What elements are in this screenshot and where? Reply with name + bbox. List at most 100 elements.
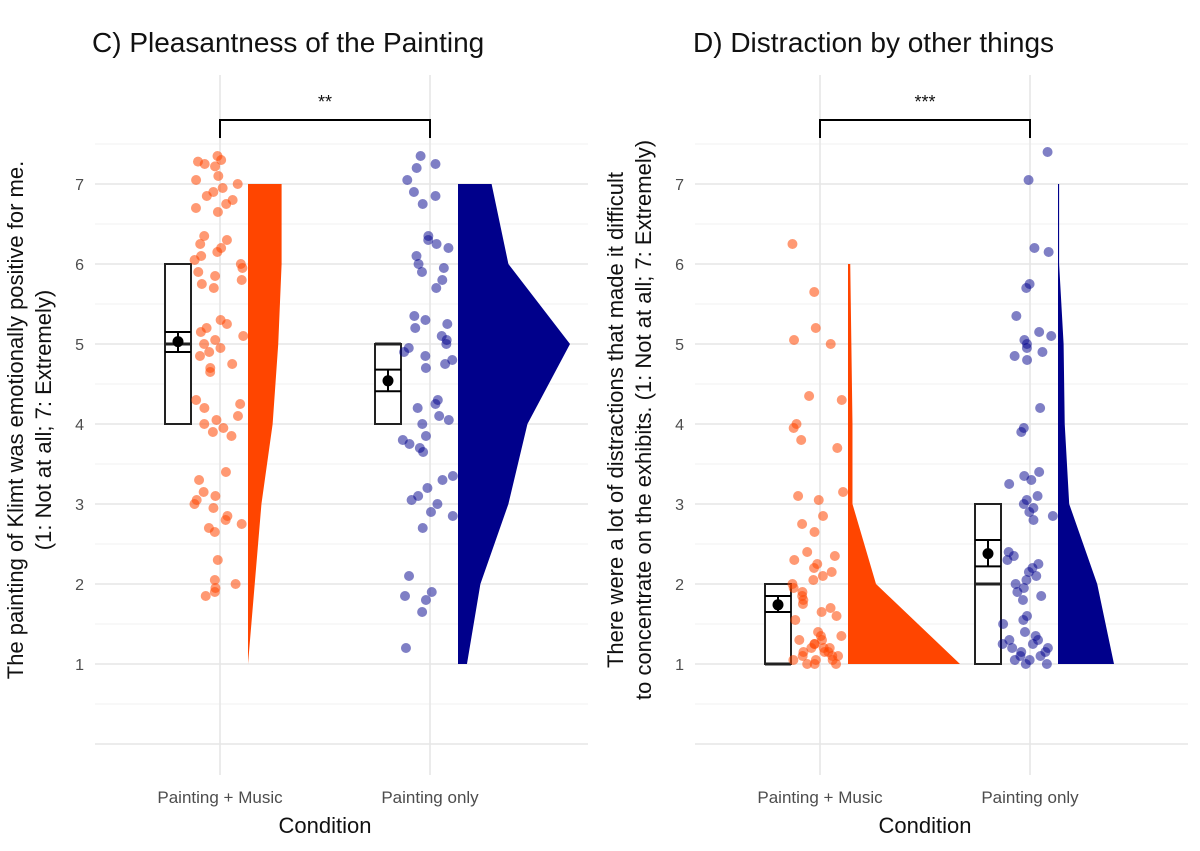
y-axis-title: The painting of Klimt was emotionally po… <box>3 161 56 679</box>
y-tick-label: 1 <box>75 657 84 674</box>
data-point <box>787 239 798 249</box>
data-point <box>207 427 218 437</box>
data-point <box>1037 347 1048 357</box>
data-point <box>227 359 238 369</box>
data-point <box>199 231 210 241</box>
data-point <box>1027 639 1038 649</box>
data-point <box>1021 283 1032 293</box>
data-point <box>443 415 454 425</box>
data-point <box>438 263 449 273</box>
data-point <box>221 235 232 245</box>
data-point <box>797 599 808 609</box>
data-point <box>190 203 201 213</box>
data-point <box>220 515 231 525</box>
significance-bracket <box>219 119 431 138</box>
y-tick-label: 1 <box>675 657 684 674</box>
data-point <box>997 639 1008 649</box>
density-half-violin <box>248 184 282 664</box>
mean-point <box>772 599 784 611</box>
data-point <box>209 575 220 585</box>
data-point <box>809 563 820 573</box>
data-point <box>208 503 219 513</box>
data-point <box>788 583 799 593</box>
data-point <box>410 323 421 333</box>
data-point <box>208 283 219 293</box>
data-point <box>417 419 428 429</box>
data-point <box>210 271 221 281</box>
data-point <box>212 247 223 257</box>
data-point <box>434 411 445 421</box>
data-point <box>189 499 200 509</box>
data-point <box>796 435 807 445</box>
mean-point <box>172 336 184 348</box>
data-point <box>221 199 232 209</box>
data-point <box>411 251 422 261</box>
data-point <box>213 171 224 181</box>
data-point <box>826 567 837 577</box>
data-point <box>818 511 829 521</box>
data-point <box>1004 479 1015 489</box>
data-point <box>411 163 422 173</box>
data-point <box>236 275 247 285</box>
y-tick-label: 3 <box>75 497 84 514</box>
x-axis-title: Condition <box>879 813 972 838</box>
data-point <box>431 239 442 249</box>
data-point <box>1041 659 1052 669</box>
data-point <box>1029 243 1040 253</box>
data-point <box>1031 571 1042 581</box>
data-point <box>237 263 248 273</box>
data-point <box>809 287 820 297</box>
data-point <box>220 467 231 477</box>
data-point <box>417 199 428 209</box>
data-point <box>431 283 442 293</box>
data-point <box>788 423 799 433</box>
y-tick-label: 2 <box>675 577 684 594</box>
data-point <box>204 347 215 357</box>
data-point <box>205 367 216 377</box>
data-point <box>430 191 441 201</box>
data-point <box>193 267 204 277</box>
data-point <box>809 659 820 669</box>
data-point <box>415 151 426 161</box>
data-point <box>422 483 433 493</box>
data-point <box>437 275 448 285</box>
data-point <box>797 651 808 661</box>
data-point <box>194 475 205 485</box>
data-point <box>210 161 221 172</box>
data-point <box>1007 643 1018 653</box>
data-point <box>406 495 417 505</box>
x-tick-label: Painting + Music <box>157 788 283 807</box>
data-point <box>409 311 420 321</box>
data-point <box>836 395 847 405</box>
data-point <box>209 587 220 597</box>
panel-title: D) Distraction by other things <box>693 27 1054 58</box>
data-point <box>400 591 411 601</box>
data-point <box>806 643 817 653</box>
y-tick-label: 5 <box>675 337 684 354</box>
data-point <box>236 519 247 529</box>
mean-point <box>382 375 394 387</box>
significance-label: *** <box>914 92 935 112</box>
density-half-violin <box>848 264 960 664</box>
data-point <box>1016 647 1027 657</box>
data-point <box>420 595 431 605</box>
data-point <box>1026 475 1037 485</box>
data-point <box>235 399 246 409</box>
data-point <box>1034 327 1045 337</box>
data-point <box>831 611 842 621</box>
data-point <box>1016 427 1027 437</box>
data-point <box>1022 355 1033 365</box>
data-point <box>789 335 800 345</box>
data-point <box>215 343 226 353</box>
data-point <box>833 651 844 661</box>
data-point <box>813 495 824 505</box>
data-point <box>998 619 1009 629</box>
data-point <box>1010 579 1021 589</box>
y-tick-label: 5 <box>75 337 84 354</box>
y-tick-label: 6 <box>75 257 84 274</box>
data-point <box>1012 587 1023 597</box>
data-point <box>402 175 413 185</box>
data-point <box>810 323 821 333</box>
y-tick-label: 4 <box>75 417 84 434</box>
data-point <box>437 475 448 485</box>
